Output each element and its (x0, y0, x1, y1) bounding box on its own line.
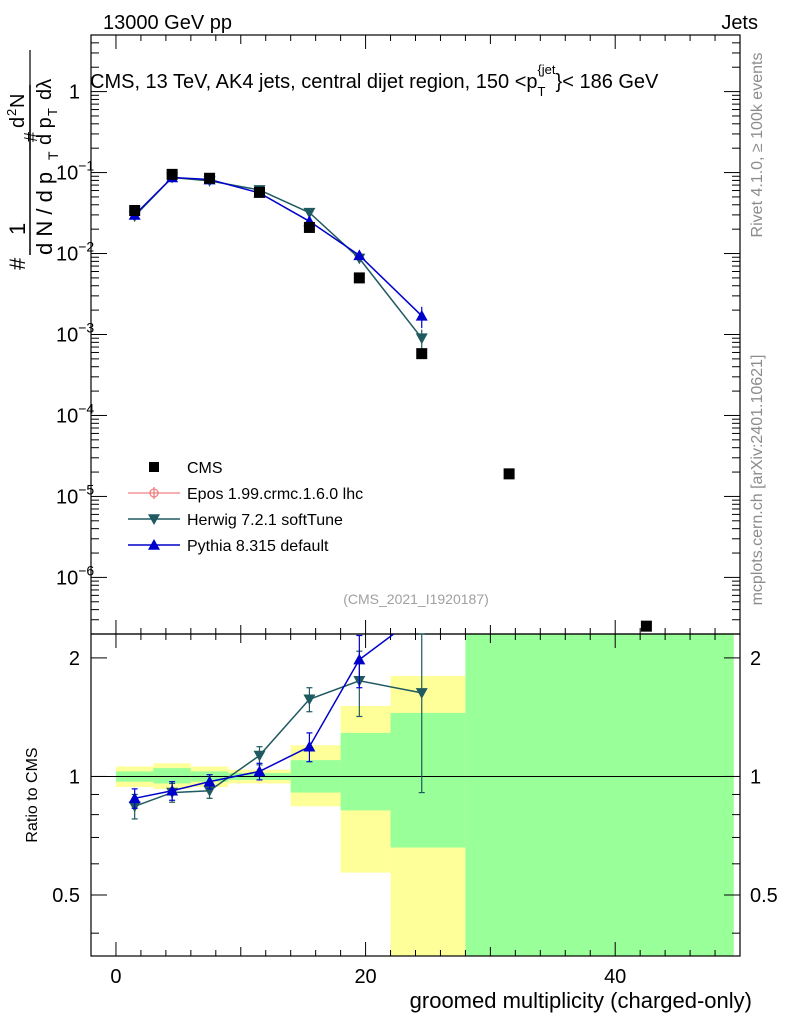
ratio-tick-label-right: 2 (750, 648, 761, 670)
pythia-point (415, 309, 428, 321)
y-tick-label: 10−3 (56, 320, 94, 347)
cms-point (416, 348, 428, 360)
svg-text:2: 2 (4, 109, 19, 116)
legend-label: CMS (187, 460, 223, 477)
band-1sigma (465, 634, 734, 956)
analysis-id-label: (CMS_2021_I1920187) (343, 591, 489, 607)
y-tick-label: 10−2 (56, 239, 94, 266)
y-tick-label: 10−6 (56, 562, 94, 589)
legend-entry: Pythia 8.315 default (128, 538, 329, 555)
legend-marker (148, 514, 160, 525)
y-tick-label: 10−5 (56, 481, 94, 508)
y-tick-label: 1 (69, 82, 80, 104)
svg-text:T: T (45, 108, 60, 116)
pythia-ratio-point (353, 653, 366, 665)
ratio-series (128, 633, 428, 820)
herwig-ratio-point (303, 694, 316, 706)
legend-label: Herwig 7.2.1 softTune (187, 512, 343, 529)
cms-point (640, 620, 652, 632)
svg-text:d p: d p (34, 117, 56, 145)
legend: CMS Epos 1.99.crmc.1.6.0 lhc Herwig 7.2.1 … (128, 460, 363, 555)
cms-point (503, 468, 515, 480)
band-1sigma (153, 768, 191, 784)
x-tick-label: 40 (604, 966, 626, 988)
svg-text:d N / d p: d N / d p (32, 172, 57, 255)
legend-marker (148, 539, 160, 550)
category-label: Jets (721, 12, 758, 34)
ratio-tick-label-right: 0.5 (750, 885, 778, 907)
svg-text:#: # (5, 257, 30, 270)
svg-text:T: T (45, 151, 61, 160)
herwig-ratio-point (253, 750, 266, 762)
y-axis-label: # 1 d N / d p T # d 2 N d p T dλ (4, 50, 61, 270)
cms-point (129, 204, 141, 216)
energy-label: 13000 GeV pp (103, 12, 232, 34)
cms-point (303, 221, 315, 233)
axis-tick-labels: 0 20 40 10−6 10−5 10−4 10−3 10−2 10−1 1 0.5 0.5 1 1 2 2 (52, 82, 778, 988)
pythia-ratio-point (303, 740, 316, 752)
y-tick-label: 10−4 (56, 400, 94, 427)
herwig-point (303, 207, 316, 219)
axis-ticks (91, 34, 741, 956)
chart-title: CMS, 13 TeV, AK4 jets, central dijet reg… (90, 62, 659, 99)
pythia-ratio-point (166, 784, 179, 796)
ratio-tick-label-left: 0.5 (52, 885, 80, 907)
herwig-ratio-point (415, 688, 428, 699)
herwig-point (415, 333, 428, 345)
ratio-y-axis-label: Ratio to CMS (24, 747, 41, 842)
svg-text:dλ: dλ (34, 79, 56, 100)
x-tick-label: 20 (354, 966, 376, 988)
ratio-tick-label-left: 1 (69, 766, 80, 788)
pythia-point (353, 249, 366, 261)
ratio-tick-label-left: 2 (69, 648, 80, 670)
x-axis-label: groomed multiplicity (charged-only) (410, 988, 752, 1013)
cms-point (204, 172, 216, 184)
x-tick-label: 0 (110, 966, 121, 988)
pythia-ratio-point (253, 765, 266, 777)
svg-text:1: 1 (5, 223, 30, 235)
ratio-uncertainty-bands (115, 634, 734, 956)
y-tick-label: 10−1 (56, 158, 94, 185)
svg-text:N: N (7, 94, 29, 108)
legend-entry: Herwig 7.2.1 softTune (128, 512, 343, 529)
pythia-ratio-point (128, 792, 141, 804)
pythia-ratio-point (203, 775, 216, 787)
band-1sigma (340, 732, 391, 811)
cms-point (353, 272, 365, 284)
cms-point (253, 186, 265, 198)
herwig-line (134, 176, 423, 339)
legend-entry: Epos 1.99.crmc.1.6.0 lhc (128, 486, 363, 503)
svg-text:d: d (7, 117, 29, 128)
data-series (128, 168, 652, 632)
legend-marker (149, 462, 159, 472)
legend-entry: CMS (149, 460, 223, 477)
cms-point (166, 168, 178, 180)
ratio-tick-label-right: 1 (750, 766, 761, 788)
rivet-version-label: Rivet 4.1.0, ≥ 100k events (749, 53, 766, 238)
mcplots-label: mcplots.cern.ch [arXiv:2401.10621] (749, 355, 766, 606)
legend-label: Pythia 8.315 default (187, 538, 329, 555)
svg-text:#: # (21, 132, 41, 142)
legend-label: Epos 1.99.crmc.1.6.0 lhc (187, 486, 363, 503)
band-1sigma (390, 712, 466, 848)
